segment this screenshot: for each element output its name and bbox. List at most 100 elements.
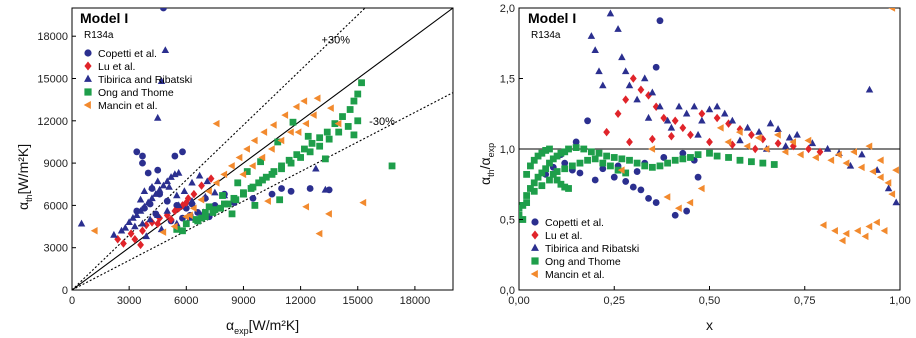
point-ong-and-thome-9 [259,176,266,184]
point-tibirica-and-ribatski-28 [188,178,196,186]
point-tibirica-and-ribatski-4 [125,218,133,226]
x-tick-label-0: 0,00 [508,295,529,307]
point-copetti-et-al-17 [576,169,584,177]
legend-label-lu-et-al: Lu et al. [98,61,135,73]
point-mancin-et-al-30 [302,203,310,211]
point-ong-and-thome-20 [358,79,365,87]
point-ong-and-thome-49 [561,183,569,191]
point-lu-et-al-12 [713,113,721,123]
right-data-points [519,8,900,245]
point-tibirica-and-ribatski-24 [766,119,775,127]
point-mancin-et-al-12 [227,162,235,170]
point-mancin-et-al-15 [831,227,838,235]
point-ong-and-thome-54 [591,155,599,163]
legend-marker-ong-and-thome [531,257,539,265]
point-ong-and-thome-36 [247,185,255,192]
point-ong-and-thome-46 [549,170,557,178]
point-ong-and-thome-35 [255,179,263,187]
point-lu-et-al-23 [668,132,675,141]
point-mancin-et-al-9 [857,163,865,172]
point-ong-and-thome-6 [534,173,542,181]
point-mancin-et-al-36 [159,228,167,236]
point-ong-and-thome-9 [546,159,553,167]
point-mancin-et-al-29 [264,197,271,205]
point-mancin-et-al-19 [286,128,294,136]
x-tick-label-2: 6000 [174,295,198,307]
x-tick-label-3: 9000 [231,295,255,307]
point-mancin-et-al-17 [854,227,861,235]
point-ong-and-thome-31 [694,151,702,159]
point-tibirica-and-ribatski-2 [117,226,126,234]
point-ong-and-thome-38 [232,196,240,204]
right-legend: Copetti et al.Lu et al.Tibirica and Riba… [530,217,639,281]
point-lu-et-al-10 [687,130,694,140]
point-ong-and-thome-23 [346,106,354,113]
point-ong-and-thome-28 [671,156,679,164]
point-tibirica-and-ribatski-24 [153,177,162,185]
point-ong-and-thome-3 [523,192,531,199]
left-y-axis-label-unit: [W/m²K] [15,144,31,195]
point-lu-et-al-22 [648,134,656,144]
point-mancin-et-al-21 [267,145,275,153]
point-mancin-et-al-7 [827,156,835,165]
point-ong-and-thome-14 [306,148,314,156]
point-tibirica-and-ribatski-8 [625,81,634,89]
point-ong-and-thome-37 [240,190,247,198]
point-ong-and-thome-15 [316,142,324,150]
point-tibirica-and-ribatski-37 [644,113,653,121]
y-tick-label-3: 1,5 [500,74,515,86]
point-tibirica-and-ribatski-10 [640,74,649,82]
point-ong-and-thome-58 [198,214,205,222]
point-lu-et-al-21 [626,137,633,147]
reference-line-0 [72,8,453,290]
point-mancin-et-al-5 [796,150,804,159]
point-lu-et-al-5 [142,220,150,230]
point-ong-and-thome-36 [748,158,755,166]
point-ong-and-thome-56 [251,202,259,209]
point-mancin-et-al-27 [735,128,743,136]
point-copetti-et-al-25 [249,194,257,202]
point-lu-et-al-24 [706,137,713,147]
point-lu-et-al-1 [120,239,127,248]
point-tibirica-and-ribatski-15 [167,173,175,180]
point-lu-et-al-4 [139,226,146,236]
point-ong-and-thome-41 [530,156,538,164]
y-tick-label-2: 6000 [44,200,68,212]
left-y-axis-label-subscript: th [24,194,34,202]
point-copetti-et-al-15 [561,159,569,167]
y-tick-label-0: 0,0 [500,285,515,297]
point-ong-and-thome-30 [293,151,301,159]
point-mancin-et-al-13 [220,170,228,179]
point-ong-and-thome-29 [301,145,308,153]
point-copetti-et-al-7 [629,183,637,191]
right-chart-title: Model I [528,10,576,26]
point-ong-and-thome-34 [725,154,732,161]
left-plot-frame [71,7,454,291]
x-tick-label-4: 12000 [285,295,316,307]
point-ong-and-thome-31 [285,156,293,164]
point-tibirica-and-ribatski-9 [633,95,641,103]
point-mancin-et-al-23 [248,162,256,170]
point-mancin-et-al-35 [834,150,842,159]
point-ong-and-thome-10 [549,155,557,163]
right-y-axis-label-denominator-subscript: exp [486,143,496,158]
point-ong-and-thome-64 [553,168,561,175]
point-ong-and-thome-30 [687,154,694,161]
point-tibirica-and-ribatski-9 [144,198,152,206]
point-ong-and-thome-17 [587,148,595,156]
point-lu-et-al-11 [184,194,192,203]
left-chart-title: Model I [80,10,128,26]
point-tibirica-and-ribatski-17 [698,116,706,124]
legend-marker-mancin-et-al [83,101,91,109]
point-ong-and-thome-57 [228,210,236,218]
point-ong-and-thome-35 [736,156,744,164]
point-tibirica-and-ribatski-15 [682,109,691,117]
point-tibirica-and-ribatski-19 [713,102,721,110]
y-tick-label-1: 0,5 [500,215,515,227]
point-lu-et-al-19 [182,198,190,207]
legend-marker-lu-et-al [84,61,92,71]
right-y-axis-label: αth/αexp [477,143,496,185]
point-ong-and-thome-46 [321,155,329,163]
point-ong-and-thome-5 [530,179,538,187]
